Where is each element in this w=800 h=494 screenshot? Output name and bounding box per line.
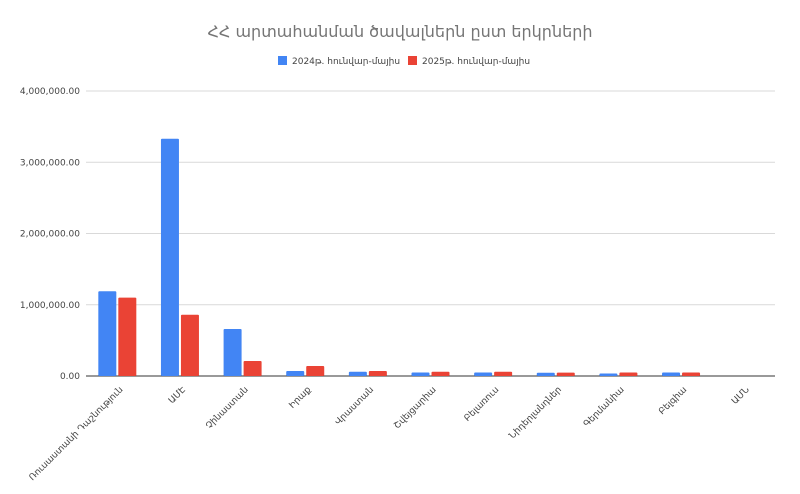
x-tick-label: Բելգիա <box>657 385 689 417</box>
bar <box>599 373 618 376</box>
chart-title: ՀՀ արտահանման ծավալներն ըստ երկրների <box>207 22 593 41</box>
legend-label: 2025թ. հունվար-մայիս <box>422 57 530 67</box>
bar <box>306 366 325 376</box>
x-tick-label: Նիդերլանդներ <box>508 385 564 441</box>
x-tick-label: ԱՄԷ <box>167 385 188 406</box>
bar <box>368 371 387 376</box>
x-tick-label: Բելառուս <box>463 385 502 424</box>
bar <box>180 314 199 376</box>
x-tick-label: Չինաստան <box>204 385 250 431</box>
x-tick-label: Գերմանիա <box>582 385 626 429</box>
bar <box>682 372 701 376</box>
bar <box>223 328 242 376</box>
bar <box>431 371 450 376</box>
bar <box>556 372 575 376</box>
bar <box>619 372 638 376</box>
bar <box>411 372 430 376</box>
bar <box>243 361 262 376</box>
bar <box>536 372 555 376</box>
legend-swatch <box>408 56 417 65</box>
bar <box>474 372 493 376</box>
x-tick-label: ԱՄՆ <box>730 385 752 407</box>
y-tick-label: 3,000,000.00 <box>20 158 80 168</box>
bar <box>98 291 117 376</box>
bar <box>118 297 137 376</box>
bar <box>160 138 179 376</box>
bar <box>662 372 681 376</box>
legend-label: 2024թ. հունվար-մայիս <box>292 57 400 67</box>
bar <box>348 371 367 376</box>
y-tick-label: 2,000,000.00 <box>20 230 80 240</box>
x-tick-label: Վրաստան <box>333 385 376 428</box>
y-tick-label: 0.00 <box>60 372 80 382</box>
x-tick-label: Ռուսաստանի Դաշնություն <box>28 385 126 483</box>
y-tick-label: 4,000,000.00 <box>20 87 80 97</box>
x-tick-label: Շվեյցարիա <box>392 385 438 431</box>
y-tick-label: 1,000,000.00 <box>20 301 80 311</box>
legend-swatch <box>278 56 287 65</box>
bar <box>494 371 513 376</box>
x-tick-label: Իրաք <box>288 385 314 411</box>
bar <box>286 371 305 376</box>
